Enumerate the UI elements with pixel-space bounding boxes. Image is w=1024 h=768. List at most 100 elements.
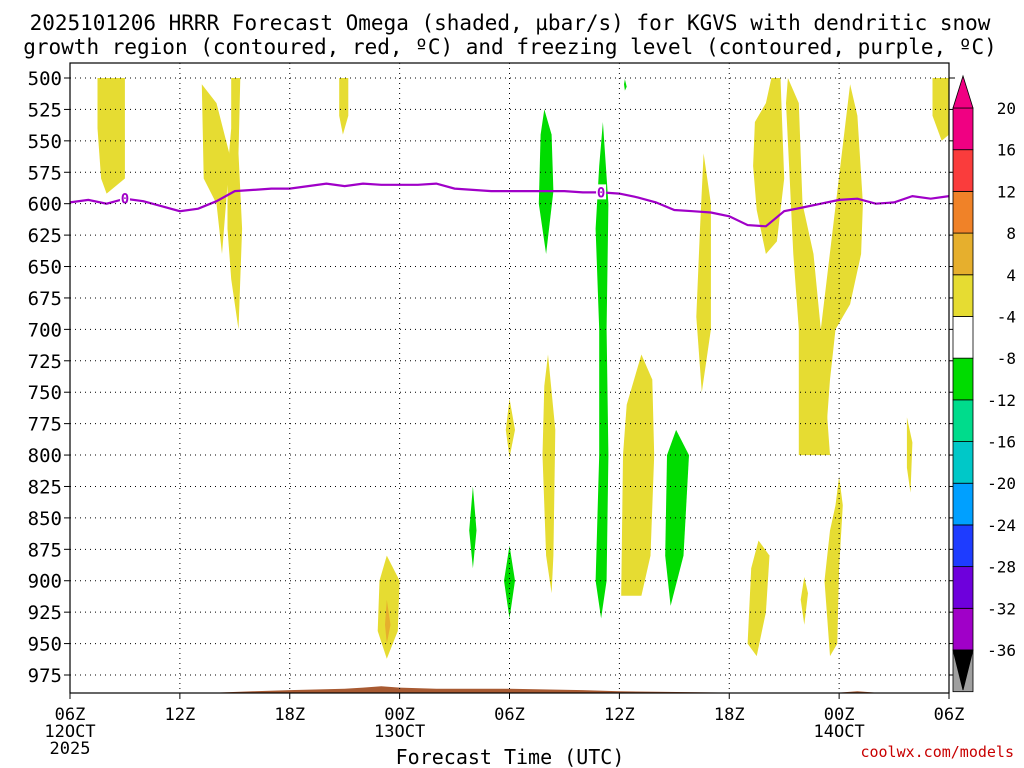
terrain-fill — [70, 686, 949, 693]
x-tick-label-6: 18Z — [714, 705, 745, 725]
y-tick-label-7: 675 — [28, 288, 62, 310]
omega-region-4 — [377, 555, 400, 659]
colorbar-bin-10 — [952, 232, 974, 276]
colorbar-label-10: 8 — [1006, 224, 1016, 243]
omega-region-18 — [538, 109, 554, 255]
y-tick-label-2: 550 — [28, 131, 62, 153]
omega-region-2 — [227, 78, 243, 330]
colorbar-low-arrow — [952, 649, 974, 691]
colorbar-bin-5 — [952, 441, 974, 484]
omega-region-6 — [505, 398, 515, 458]
x-tick-date-3: 13OCT — [374, 722, 425, 742]
colorbar-bin-12 — [952, 149, 974, 192]
omega-region-12 — [817, 84, 863, 456]
x-tick-label-3: 00Z — [384, 705, 415, 725]
y-tick-label-15: 875 — [28, 539, 62, 561]
y-tick-label-14: 850 — [28, 508, 62, 530]
colorbar-label-13: 20 — [997, 99, 1016, 118]
colorbar-bin-13 — [952, 107, 974, 151]
omega-region-23 — [624, 79, 627, 91]
colorbar-label-6: -12 — [987, 391, 1016, 410]
omega-region-7 — [542, 354, 556, 594]
colorbar-bin-9 — [952, 274, 974, 317]
omega-region-1 — [201, 84, 230, 254]
chart-title: 2025101206 HRRR Forecast Omega (shaded, … — [23, 11, 997, 59]
x-tick-label-4: 06Z — [494, 705, 525, 725]
colorbar-label-5: -16 — [987, 433, 1016, 452]
omega-region-3 — [339, 78, 349, 135]
colorbar-bin-1 — [952, 607, 974, 651]
x-tick-date-0: 12OCT — [44, 722, 95, 742]
omega-region-5 — [385, 599, 391, 644]
y-tick-label-3: 575 — [28, 162, 62, 184]
colorbar: -36 -32 -28 -24 -20 -16 -12 -8 -4 4 8 12 16 20 — [952, 74, 1016, 693]
freezing-level-line — [69, 182, 950, 228]
freezing-level-label-1: 0 — [597, 185, 605, 201]
omega-region-20 — [469, 486, 477, 569]
y-tick-label-18: 950 — [28, 634, 62, 656]
colorbar-label-2: -28 — [987, 558, 1016, 577]
x-tick-label-1: 12Z — [165, 705, 196, 725]
y-tick-label-16: 900 — [28, 571, 62, 593]
freezing-level-label-0: 0 — [121, 192, 129, 208]
omega-region-14 — [800, 577, 808, 625]
x-tick-label-2: 18Z — [274, 705, 305, 725]
x-tick-label-0: 06Z — [55, 705, 86, 725]
omega-region-13 — [747, 540, 770, 657]
colorbar-label-7: -8 — [997, 349, 1016, 368]
plot-area — [70, 78, 949, 693]
x-tick-date-7: 14OCT — [814, 722, 865, 742]
colorbar-bin-3 — [952, 524, 974, 568]
colorbar-bin-4 — [952, 482, 974, 526]
colorbar-label-11: 12 — [997, 182, 1016, 201]
x-tick-year-0: 2025 — [50, 739, 91, 759]
colorbar-high-arrow — [952, 74, 974, 109]
y-tick-label-6: 650 — [28, 257, 62, 279]
colorbar-label-12: 16 — [997, 141, 1016, 160]
colorbar-bin-11 — [952, 190, 974, 234]
omega-region-21 — [504, 545, 515, 619]
colorbar-bin-8 — [952, 316, 974, 359]
y-tick-label-13: 825 — [28, 476, 62, 498]
colorbar-label-9: 4 — [1006, 266, 1016, 285]
y-tick-label-1: 525 — [28, 99, 62, 121]
watermark: coolwx.com/models — [860, 743, 1014, 761]
x-tick-label-8: 06Z — [934, 705, 965, 725]
y-tick-label-17: 925 — [28, 602, 62, 624]
colorbar-label-1: -32 — [987, 599, 1016, 618]
omega-region-9 — [696, 153, 711, 393]
y-tick-label-0: 500 — [28, 68, 62, 90]
omega-region-8 — [621, 354, 655, 596]
omega-region-10 — [753, 78, 785, 254]
omega-region-16 — [906, 417, 913, 493]
y-tick-label-11: 775 — [28, 414, 62, 436]
freezing-label-bg-0 — [119, 190, 130, 206]
chart-title-line-1: 2025101206 HRRR Forecast Omega (shaded, … — [30, 11, 991, 35]
y-tick-label-4: 600 — [28, 194, 62, 216]
omega-region-22 — [665, 429, 689, 606]
colorbar-label-4: -20 — [987, 474, 1016, 493]
x-tick-label-7: 00Z — [824, 705, 855, 725]
colorbar-label-3: -24 — [987, 516, 1016, 535]
y-tick-label-12: 800 — [28, 445, 62, 467]
x-tick-label-5: 12Z — [604, 705, 635, 725]
colorbar-label-0: -36 — [987, 641, 1016, 660]
omega-region-0 — [97, 78, 125, 194]
y-tick-label-10: 750 — [28, 382, 62, 404]
y-tick-label-5: 625 — [28, 225, 62, 247]
y-tick-label-19: 975 — [28, 665, 62, 687]
omega-region-11 — [786, 78, 830, 456]
colorbar-bin-2 — [952, 566, 974, 609]
y-tick-label-9: 725 — [28, 351, 62, 373]
colorbar-label-8: -4 — [997, 307, 1016, 326]
freezing-label-bg-1 — [596, 184, 607, 200]
y-tick-label-8: 700 — [28, 319, 62, 341]
axes: 500 525 550 575 600 625 650 675 700 725 750 775 800 8… — [28, 62, 965, 759]
x-axis-title: Forecast Time (UTC) — [396, 745, 625, 768]
omega-region-19 — [595, 122, 609, 619]
colorbar-bin-6 — [952, 399, 974, 442]
chart-title-line-2: growth region (contoured, red, ºC) and f… — [23, 35, 997, 59]
colorbar-bin-7 — [952, 357, 974, 401]
